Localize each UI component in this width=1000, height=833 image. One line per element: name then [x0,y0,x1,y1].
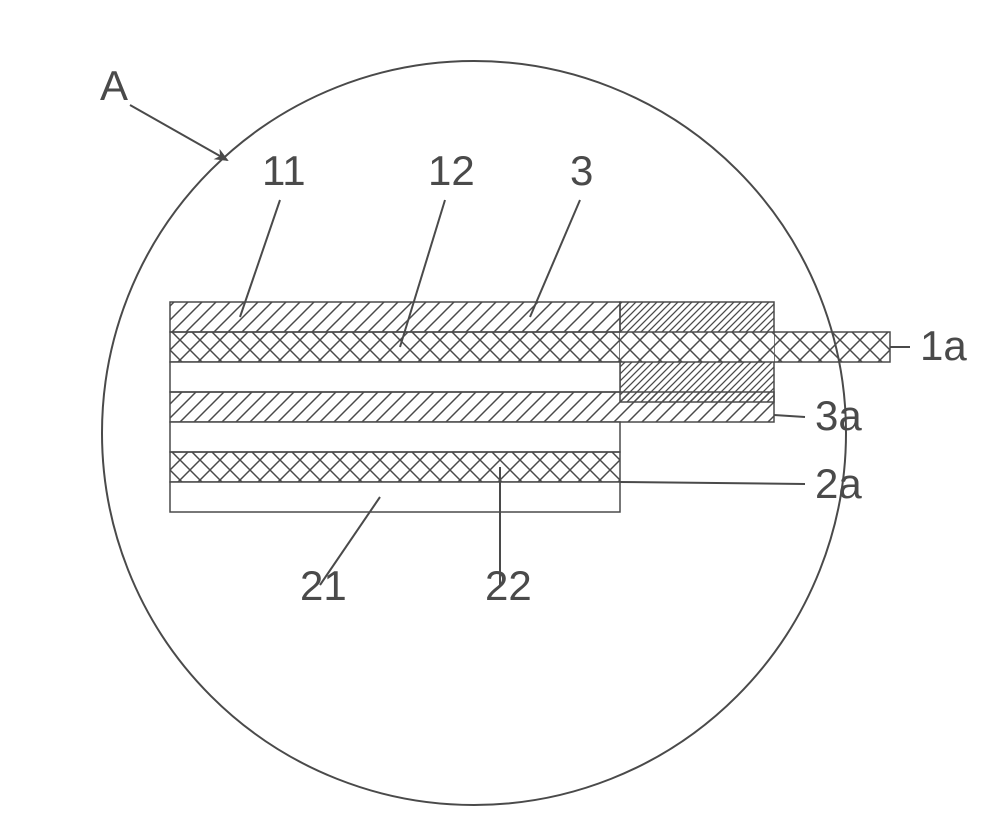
leader-L3 [530,200,580,317]
label-L11: 11 [262,147,306,194]
label-L21: 21 [300,562,347,609]
label-L2a: 2a [815,460,862,507]
label-L1a: 1a [920,322,967,369]
layer-3-3a [170,392,774,422]
leader-L3a [774,415,805,417]
leader-A [130,105,227,160]
layer-stack [170,302,890,512]
label-L12: 12 [428,147,475,194]
diagram-svg: A 11 12 3 1a 3a 2a 21 22 [0,0,1000,833]
leader-L2a [620,482,805,484]
layer-22-2a [170,452,620,482]
label-L3: 3 [570,147,593,194]
layer-11 [170,302,620,332]
layer-21 [170,482,620,512]
label-L3a: 3a [815,392,862,439]
layer-blank-mid [170,422,620,452]
layer-12-1a [170,332,890,362]
label-A: A [100,62,128,109]
label-L22: 22 [485,562,532,609]
leader-L11 [240,200,280,317]
layer-blank-upper [170,362,620,392]
